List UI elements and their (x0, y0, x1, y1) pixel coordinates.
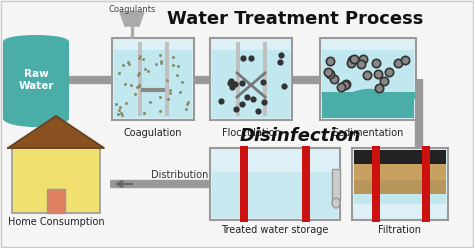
Bar (354, 164, 446, 180)
Text: Coagulation: Coagulation (124, 128, 182, 138)
Bar (320, 38, 416, 120)
Polygon shape (131, 26, 133, 38)
Polygon shape (120, 12, 144, 26)
Ellipse shape (4, 110, 68, 126)
Bar (112, 38, 194, 120)
Bar (212, 172, 338, 218)
Ellipse shape (4, 36, 68, 48)
Polygon shape (8, 116, 104, 148)
Bar (165, 42, 169, 116)
Text: Sedimentation: Sedimentation (332, 128, 404, 138)
Text: Raw
Water: Raw Water (18, 69, 54, 91)
Bar (322, 50, 414, 92)
Bar (263, 42, 267, 116)
Text: Water Treatment Process: Water Treatment Process (167, 10, 423, 28)
Text: Coagulants: Coagulants (109, 5, 155, 14)
Ellipse shape (332, 198, 340, 208)
Text: Disinfection: Disinfection (239, 127, 361, 145)
Bar (212, 50, 290, 118)
Bar (138, 42, 142, 116)
Bar (352, 148, 448, 220)
Text: Home Consumption: Home Consumption (8, 217, 104, 227)
Bar (114, 50, 192, 118)
Bar (332, 169, 340, 199)
Bar (47, 189, 65, 213)
Bar (12, 148, 100, 213)
Text: Treated water storage: Treated water storage (221, 225, 328, 235)
Bar (4, 42, 68, 118)
Text: Distribution: Distribution (151, 170, 209, 180)
Text: Flocculation: Flocculation (222, 128, 281, 138)
Bar (240, 146, 248, 222)
Bar (372, 146, 380, 222)
Bar (210, 38, 292, 120)
Bar (354, 150, 446, 164)
Text: Filtration: Filtration (379, 225, 421, 235)
Bar (302, 146, 310, 222)
Bar (322, 92, 414, 118)
Bar (210, 148, 340, 220)
Bar (354, 194, 446, 204)
Bar (236, 42, 240, 116)
Bar (354, 180, 446, 194)
Bar (422, 146, 430, 222)
